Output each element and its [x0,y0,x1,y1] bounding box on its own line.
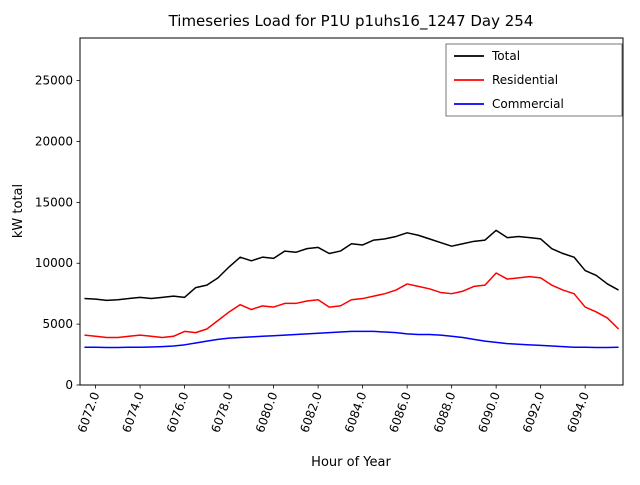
x-tick-label: 6088.0 [431,390,459,434]
x-tick-label: 6076.0 [164,390,192,434]
y-tick-label: 10000 [35,256,73,270]
x-axis-label: Hour of Year [311,455,391,470]
series-line-residential [84,272,620,339]
y-tick-label: 20000 [35,134,73,148]
x-tick-label: 6084.0 [342,390,370,434]
axes-spines [79,37,624,386]
legend-label-residential: Residential [492,73,558,87]
legend-label-total: Total [491,49,520,63]
x-tick-label: 6086.0 [386,390,414,434]
y-tick-label: 15000 [35,195,73,209]
y-axis-label: kW total [11,184,26,238]
y-tick-label: 5000 [42,317,73,331]
y-tick-label: 25000 [35,74,73,88]
chart-title: Timeseries Load for P1U p1uhs16_1247 Day… [168,12,534,31]
series-line-total [84,229,619,302]
x-tick-label: 6072.0 [75,390,103,434]
x-tick-label: 6094.0 [564,390,592,434]
x-tick-label: 6092.0 [520,390,548,434]
x-tick-label: 6082.0 [297,390,325,434]
x-tick-label: 6078.0 [208,390,236,434]
x-tick-label: 6090.0 [475,390,503,434]
x-tick-label: 6074.0 [119,390,147,434]
series-line-commercial [84,330,619,349]
legend-label-commercial: Commercial [492,97,564,111]
x-tick-label: 6080.0 [253,390,281,434]
plot-content: 0 5000 10000 15000 20000 25000 6072.0 6074.0 607… [35,37,624,434]
y-tick-label: 0 [65,378,73,392]
